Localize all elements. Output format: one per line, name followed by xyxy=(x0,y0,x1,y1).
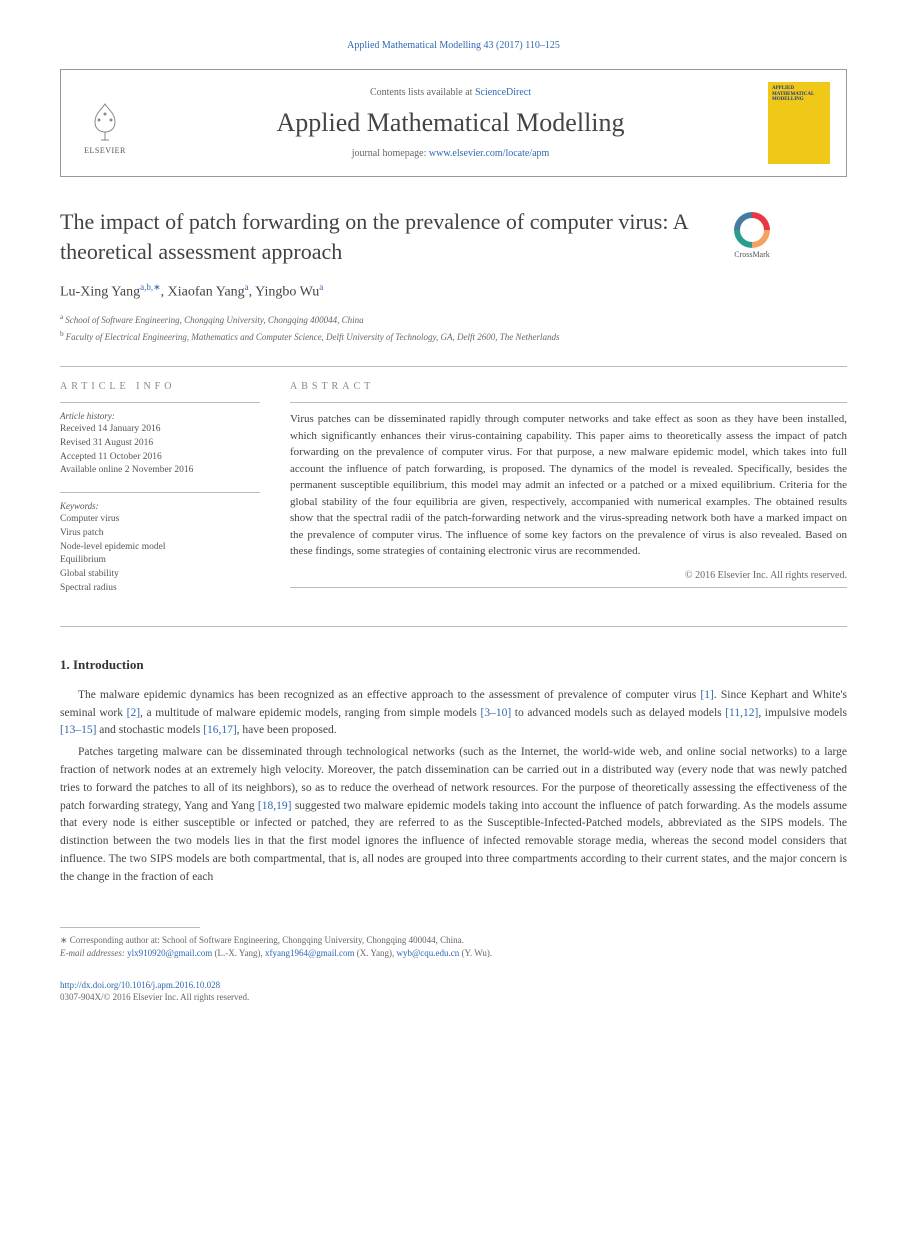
history-label: Article history: xyxy=(60,411,260,421)
abstract-column: ABSTRACT Virus patches can be disseminat… xyxy=(290,381,847,596)
ref-link[interactable]: [18,19] xyxy=(258,800,292,812)
article-info-label: ARTICLE INFO xyxy=(60,381,260,392)
intro-paragraph-1: The malware epidemic dynamics has been r… xyxy=(60,687,847,740)
body-text: , have been proposed. xyxy=(237,724,337,736)
section-divider xyxy=(60,366,847,367)
star-icon: ∗ xyxy=(60,935,68,945)
abstract-text: Virus patches can be disseminated rapidl… xyxy=(290,411,847,560)
body-text: and stochastic models xyxy=(96,724,203,736)
history-item: Available online 2 November 2016 xyxy=(60,464,260,478)
ref-link[interactable]: [13–15] xyxy=(60,724,96,736)
email-link[interactable]: xfyang1964@gmail.com xyxy=(265,948,355,958)
elsevier-tree-icon xyxy=(83,100,127,144)
corr-author-text: Corresponding author at: School of Softw… xyxy=(70,935,464,945)
homepage-link[interactable]: www.elsevier.com/locate/apm xyxy=(429,148,549,159)
info-divider xyxy=(60,492,260,493)
ref-link[interactable]: [16,17] xyxy=(203,724,237,736)
contents-available: Contents lists available at ScienceDirec… xyxy=(147,87,754,98)
elsevier-logo: ELSEVIER xyxy=(77,91,133,155)
abstract-copyright: © 2016 Elsevier Inc. All rights reserved… xyxy=(290,570,847,581)
elsevier-label: ELSEVIER xyxy=(84,146,126,155)
info-divider xyxy=(60,402,260,403)
author-affil-marker: a xyxy=(319,282,323,292)
doi-link[interactable]: http://dx.doi.org/10.1016/j.apm.2016.10.… xyxy=(60,980,220,990)
email-link[interactable]: wyb@cqu.edu.cn xyxy=(397,948,460,958)
homepage-prefix: journal homepage: xyxy=(352,148,429,159)
affiliation: a School of Software Engineering, Chongq… xyxy=(60,311,847,328)
keyword-item: Global stability xyxy=(60,568,260,582)
abstract-divider xyxy=(290,402,847,403)
abstract-label: ABSTRACT xyxy=(290,381,847,392)
cover-title: APPLIED MATHEMATICAL MODELLING xyxy=(772,86,826,103)
crossmark-label: CrossMark xyxy=(717,250,787,259)
affiliation: b Faculty of Electrical Engineering, Mat… xyxy=(60,328,847,345)
email-link[interactable]: ylx910920@gmail.com xyxy=(127,948,212,958)
article-footer: http://dx.doi.org/10.1016/j.apm.2016.10.… xyxy=(60,979,847,1004)
body-text: The malware epidemic dynamics has been r… xyxy=(78,689,700,701)
article-info-column: ARTICLE INFO Article history: Received 1… xyxy=(60,381,260,596)
author-list: Lu-Xing Yanga,b,∗, Xiaofan Yanga, Yingbo… xyxy=(60,282,847,301)
ref-link[interactable]: [3–10] xyxy=(481,707,512,719)
ref-link[interactable]: [2] xyxy=(127,707,140,719)
ref-link[interactable]: [11,12] xyxy=(725,707,758,719)
journal-name: Applied Mathematical Modelling xyxy=(147,108,754,138)
sciencedirect-link[interactable]: ScienceDirect xyxy=(475,87,531,98)
body-text: , impulsive models xyxy=(758,707,847,719)
intro-heading: 1. Introduction xyxy=(60,657,847,673)
contents-prefix: Contents lists available at xyxy=(370,87,475,98)
author-affil-marker: a,b,∗ xyxy=(140,282,161,292)
header-center: Contents lists available at ScienceDirec… xyxy=(147,87,754,159)
affiliation-list: a School of Software Engineering, Chongq… xyxy=(60,311,847,344)
journal-header-box: ELSEVIER Contents lists available at Sci… xyxy=(60,69,847,177)
email-label: E-mail addresses: xyxy=(60,948,125,958)
abstract-bottom-divider xyxy=(290,587,847,588)
journal-homepage: journal homepage: www.elsevier.com/locat… xyxy=(147,148,754,159)
keyword-item: Node-level epidemic model xyxy=(60,541,260,555)
section-divider xyxy=(60,626,847,627)
author: Lu-Xing Yang xyxy=(60,285,140,300)
crossmark-badge[interactable]: CrossMark xyxy=(717,212,787,259)
footnote-divider xyxy=(60,927,200,928)
body-text: to advanced models such as delayed model… xyxy=(511,707,725,719)
corresponding-author-footnote: ∗ Corresponding author at: School of Sof… xyxy=(60,934,847,948)
keyword-item: Spectral radius xyxy=(60,582,260,596)
keywords-label: Keywords: xyxy=(60,501,260,511)
keyword-item: Equilibrium xyxy=(60,554,260,568)
email-footnote: E-mail addresses: ylx910920@gmail.com (L… xyxy=(60,947,847,961)
history-item: Revised 31 August 2016 xyxy=(60,437,260,451)
author-affil-marker: a xyxy=(245,282,249,292)
keyword-item: Virus patch xyxy=(60,527,260,541)
body-text: suggested two malware epidemic models ta… xyxy=(60,800,847,883)
body-text: , a multitude of malware epidemic models… xyxy=(140,707,480,719)
issn-copyright: 0307-904X/© 2016 Elsevier Inc. All right… xyxy=(60,992,249,1002)
author: Xiaofan Yang xyxy=(168,285,245,300)
intro-paragraph-2: Patches targeting malware can be dissemi… xyxy=(60,744,847,887)
author: Yingbo Wu xyxy=(255,285,319,300)
keyword-item: Computer virus xyxy=(60,513,260,527)
crossmark-icon xyxy=(734,212,770,248)
history-item: Received 14 January 2016 xyxy=(60,423,260,437)
ref-link[interactable]: [1] xyxy=(700,689,713,701)
journal-cover-thumbnail: APPLIED MATHEMATICAL MODELLING xyxy=(768,82,830,164)
history-item: Accepted 11 October 2016 xyxy=(60,451,260,465)
info-abstract-row: ARTICLE INFO Article history: Received 1… xyxy=(60,381,847,596)
journal-citation: Applied Mathematical Modelling 43 (2017)… xyxy=(60,40,847,51)
